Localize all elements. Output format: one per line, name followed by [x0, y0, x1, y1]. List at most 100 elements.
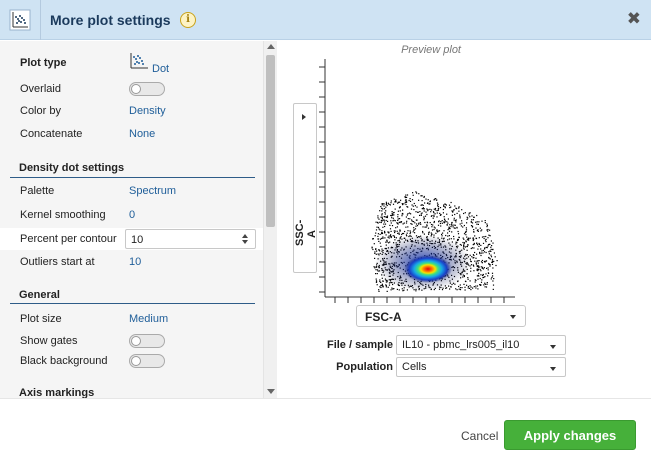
event-dot: [459, 216, 461, 218]
event-dot: [381, 233, 383, 235]
spinner-icon[interactable]: [241, 233, 249, 245]
event-dot: [424, 215, 427, 217]
event-dot: [409, 200, 412, 202]
event-dot: [442, 208, 444, 211]
event-dot: [441, 289, 444, 291]
event-dot: [383, 221, 386, 223]
color-by-value[interactable]: Density: [129, 105, 166, 117]
event-dot: [385, 203, 388, 205]
event-dot: [430, 223, 433, 226]
event-dot: [378, 228, 380, 230]
plot-type-value[interactable]: Dot: [152, 63, 170, 75]
event-dot: [376, 226, 378, 228]
event-dot: [421, 200, 423, 202]
event-dot: [374, 257, 376, 259]
file-sample-select[interactable]: IL10 - pbmc_lrs005_il10: [396, 335, 566, 355]
close-icon[interactable]: ✖: [626, 9, 641, 28]
event-dot: [393, 230, 395, 232]
event-dot: [383, 205, 385, 207]
scroll-down-icon[interactable]: [267, 389, 275, 394]
concatenate-value[interactable]: None: [129, 128, 156, 140]
event-dot: [477, 264, 479, 267]
event-dot: [384, 237, 386, 239]
percent-per-contour-input[interactable]: 10: [125, 229, 256, 249]
chevron-down-icon: [550, 367, 556, 371]
event-dot: [480, 266, 482, 268]
plot-size-value[interactable]: Medium: [129, 313, 169, 325]
event-dot: [489, 250, 491, 252]
event-dot: [376, 273, 378, 275]
show-gates-toggle[interactable]: [129, 334, 165, 348]
event-dot: [433, 212, 435, 214]
event-dot: [390, 220, 392, 222]
event-dot: [397, 216, 399, 218]
event-dot: [488, 256, 490, 259]
event-dot: [473, 243, 475, 245]
event-dot: [406, 220, 408, 222]
info-icon[interactable]: i: [180, 12, 196, 28]
event-dot: [396, 222, 398, 224]
event-dot: [486, 229, 488, 231]
event-dot: [446, 213, 448, 215]
outliers-value[interactable]: 10: [129, 256, 142, 268]
event-dot: [459, 284, 461, 286]
overlaid-toggle[interactable]: [129, 82, 165, 96]
event-dot: [395, 227, 397, 229]
event-dot: [409, 233, 411, 235]
event-dot: [469, 254, 471, 256]
event-dot: [471, 226, 474, 228]
event-dot: [375, 221, 377, 223]
settings-scrollbar[interactable]: [263, 41, 277, 398]
event-dot: [460, 225, 462, 227]
event-dot: [409, 218, 411, 220]
y-axis-selector[interactable]: SSC-A: [293, 103, 318, 273]
scroll-thumb[interactable]: [266, 55, 275, 227]
scroll-up-icon[interactable]: [267, 44, 275, 49]
event-dot: [391, 217, 393, 219]
event-dot: [490, 240, 492, 242]
event-dot: [453, 217, 455, 219]
event-dot: [477, 274, 479, 276]
event-dot: [375, 253, 377, 255]
event-dot: [407, 226, 409, 228]
palette-value[interactable]: Spectrum: [129, 185, 177, 197]
event-dot: [484, 220, 486, 222]
event-dot: [435, 232, 437, 234]
population-select[interactable]: Cells: [396, 357, 566, 377]
event-dot: [451, 224, 453, 226]
event-dot: [385, 286, 387, 288]
event-dot: [490, 250, 492, 252]
event-dot: [405, 226, 407, 228]
event-dot: [401, 233, 403, 236]
event-dot: [372, 238, 374, 240]
event-dot: [399, 206, 401, 208]
cancel-button[interactable]: Cancel: [461, 429, 499, 443]
event-dot: [388, 242, 390, 244]
event-dot: [476, 285, 479, 287]
event-dot: [458, 207, 460, 209]
event-dot: [438, 220, 440, 222]
dot-plot-icon[interactable]: [129, 52, 149, 70]
event-dot: [403, 203, 405, 205]
event-dot: [436, 230, 438, 232]
event-dot: [483, 260, 485, 262]
event-dot: [381, 216, 383, 218]
event-dot: [399, 230, 401, 232]
event-dot: [486, 247, 488, 249]
event-dot: [458, 285, 460, 288]
event-dot: [448, 235, 450, 237]
event-dot: [424, 202, 426, 204]
apply-changes-button[interactable]: Apply changes: [504, 420, 636, 450]
event-dot: [380, 219, 382, 221]
event-dot: [381, 237, 383, 239]
event-dot: [387, 236, 389, 238]
event-dot: [455, 207, 457, 209]
kernel-smoothing-value[interactable]: 0: [129, 209, 136, 221]
black-background-toggle[interactable]: [129, 354, 165, 368]
event-dot: [484, 282, 486, 284]
event-dot: [474, 260, 476, 262]
event-dot: [458, 236, 460, 238]
event-dot: [386, 281, 388, 283]
x-axis-selector[interactable]: FSC-A: [356, 305, 526, 327]
event-dot: [474, 235, 476, 237]
